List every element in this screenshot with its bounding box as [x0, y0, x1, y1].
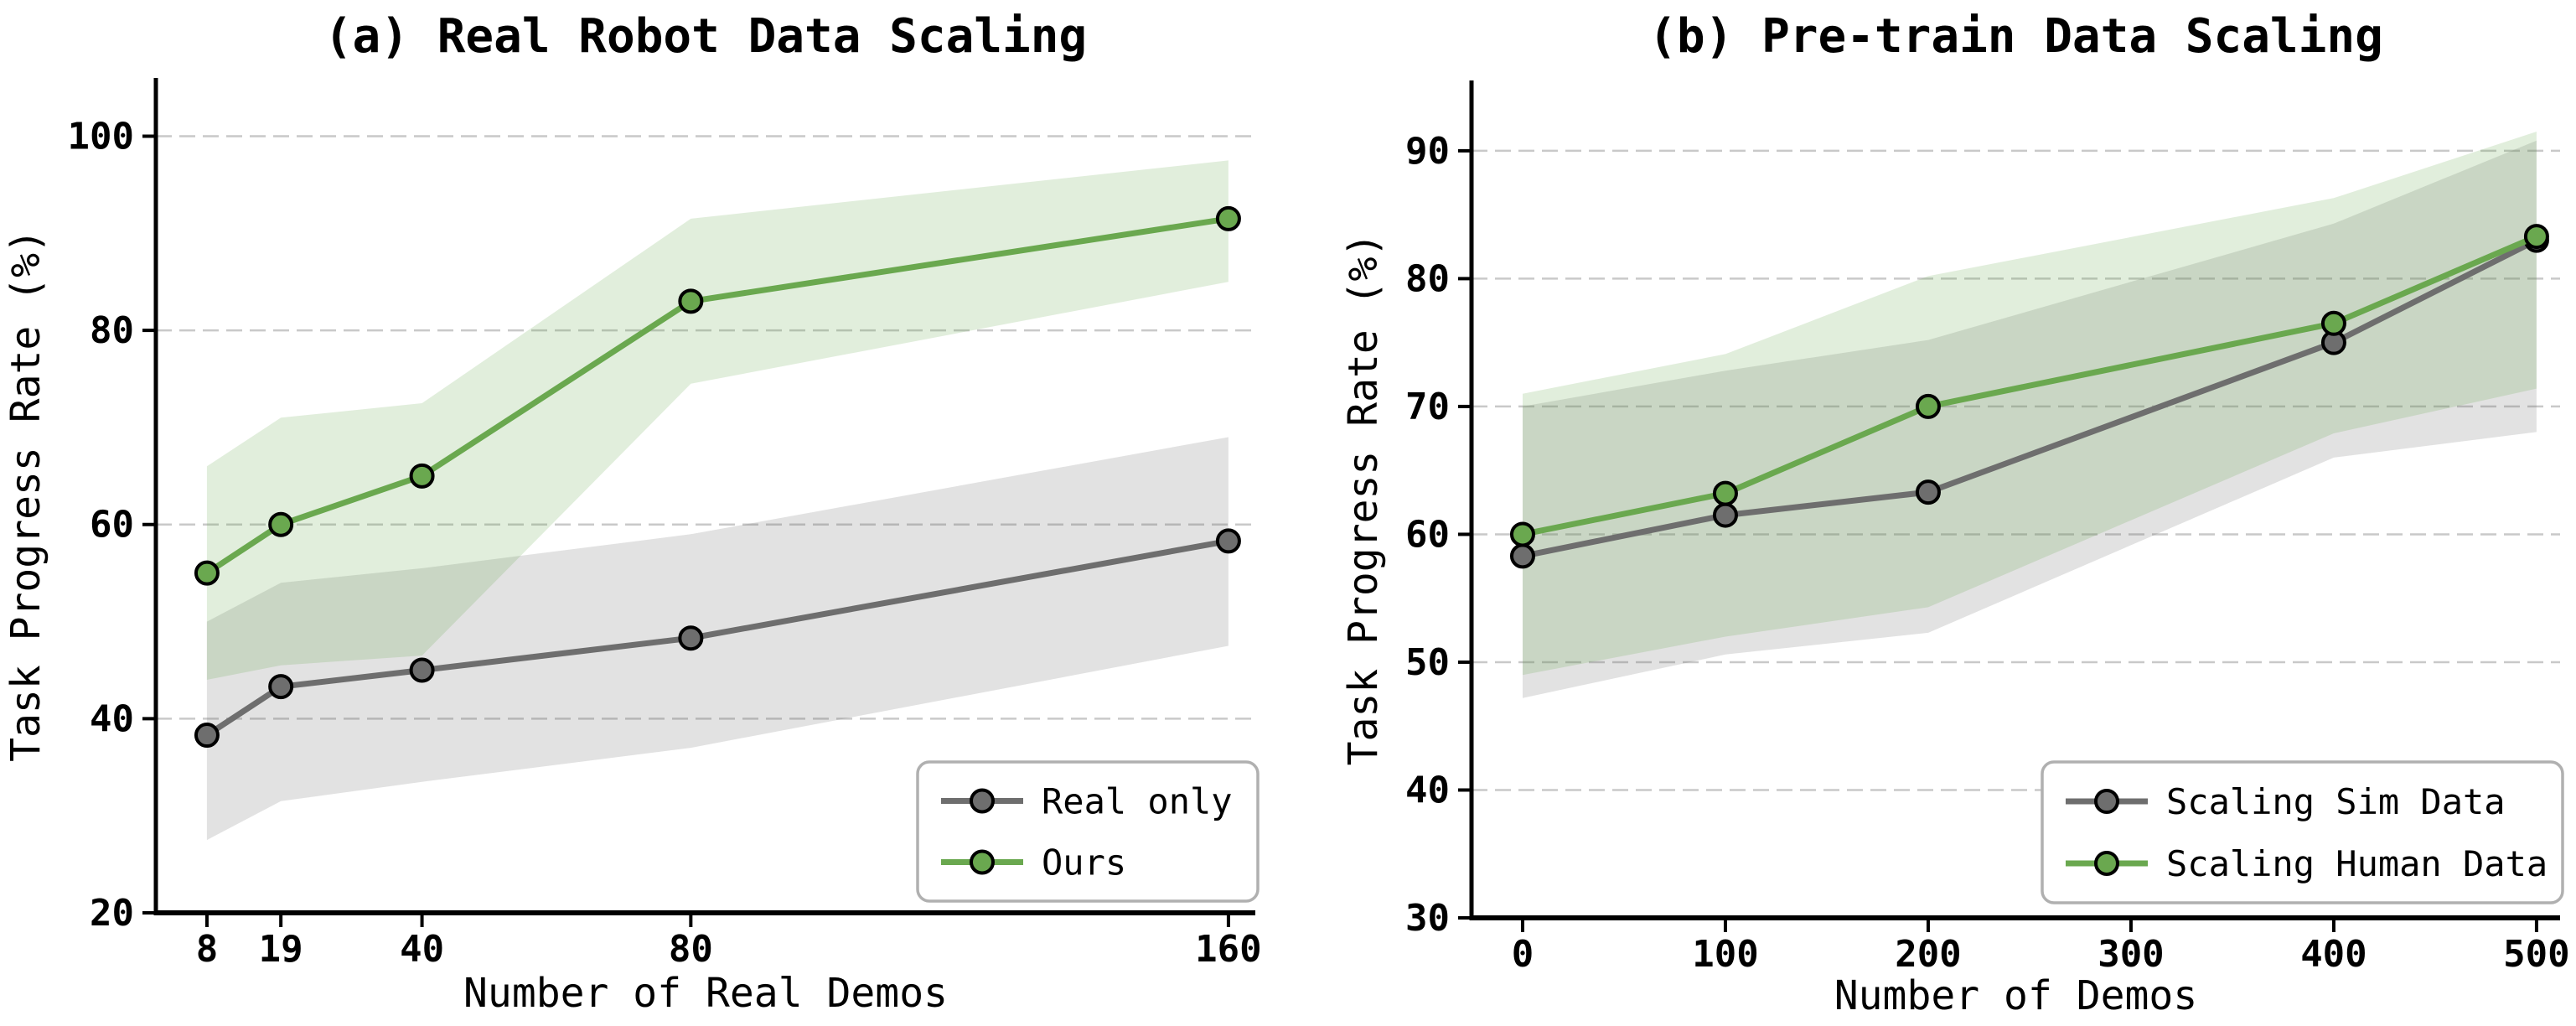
y-tick-label: 90 [1405, 130, 1450, 173]
confidence-band [206, 160, 1229, 680]
y-tick-label: 80 [1405, 257, 1450, 300]
legend-box [2041, 760, 2564, 904]
x-axis-label: Number of Real Demos [463, 970, 948, 1017]
y-tick-label: 30 [1405, 897, 1450, 940]
legend-box [916, 760, 1260, 903]
legend-marker-swatch [970, 849, 995, 875]
panel-a-real-robot-data-scaling: 8 19 40 80 160 20 40 60 80 100 (a) Real Robot Data… [3, 9, 1262, 1017]
data-point-marker [409, 657, 435, 683]
x-tick-label: 160 [1195, 928, 1261, 971]
x-tick-label: 80 [669, 928, 713, 971]
x-tick-label: 400 [2300, 933, 2367, 976]
data-point-marker [1712, 480, 1738, 506]
data-point-marker [1915, 393, 1941, 419]
x-tick-label: 8 [196, 928, 219, 971]
legend-marker-swatch [970, 788, 995, 814]
chart-title: (a) Real Robot Data Scaling [324, 9, 1087, 64]
y-tick-label: 50 [1405, 641, 1450, 684]
x-tick-label: 500 [2503, 933, 2569, 976]
confidence-band [1523, 132, 2537, 676]
legend-marker-swatch [2094, 789, 2119, 815]
legend-marker-swatch [2094, 850, 2119, 876]
data-point-marker [678, 288, 704, 314]
data-point-marker [1915, 479, 1941, 505]
legend-label: Scaling Sim Data [2166, 781, 2506, 822]
data-point-marker [268, 511, 294, 537]
data-point-marker [1215, 528, 1241, 554]
y-tick-label: 80 [90, 309, 134, 352]
legend-label: Real only [1042, 780, 1233, 821]
y-tick-label: 40 [90, 697, 134, 740]
x-tick-label: 0 [1512, 933, 1534, 976]
data-point-marker [2523, 224, 2549, 250]
y-axis-label: Task Progress Rate (%) [1340, 233, 1387, 766]
x-tick-label: 100 [1692, 933, 1758, 976]
x-tick-label: 19 [259, 928, 303, 971]
confidence-band [206, 437, 1229, 841]
data-point-marker [1509, 521, 1535, 547]
y-tick-label: 70 [1405, 386, 1450, 428]
data-point-marker [194, 723, 220, 749]
data-point-marker [1509, 543, 1535, 569]
y-tick-label: 60 [90, 504, 134, 547]
legend-label: Scaling Human Data [2166, 843, 2548, 884]
y-axis-label: Task Progress Rate (%) [3, 229, 49, 762]
data-point-marker [678, 625, 704, 651]
data-point-marker [2320, 310, 2346, 336]
chart-title: (b) Pre-train Data Scaling [1648, 9, 2383, 64]
data-point-marker [1215, 205, 1241, 231]
x-tick-label: 300 [2098, 933, 2164, 976]
confidence-band [1523, 140, 2537, 698]
chart-a-svg: 8 19 40 80 160 20 40 60 80 100 (a) Real Robot Data… [3, 9, 1262, 1017]
y-tick-label: 20 [90, 892, 134, 935]
y-tick-label: 60 [1405, 513, 1450, 556]
y-tick-label: 100 [68, 115, 134, 158]
x-tick-label: 200 [1895, 933, 1961, 976]
x-tick-label: 40 [400, 928, 444, 971]
chart-b-svg: 0 100 200 300 400 500 30 40 50 60 70 80 90 (b) Pre-tr… [1340, 9, 2570, 1019]
data-point-marker [1712, 502, 1738, 528]
panel-b-pretrain-data-scaling: 0 100 200 300 400 500 30 40 50 60 70 80 90 (b) Pre-tr… [1288, 0, 2576, 1026]
data-point-marker [409, 463, 435, 489]
data-point-marker [194, 560, 220, 586]
data-point-marker [268, 674, 294, 700]
y-tick-label: 40 [1405, 769, 1450, 811]
legend-label: Ours [1042, 842, 1126, 884]
x-axis-label: Number of Demos [1834, 972, 2197, 1019]
